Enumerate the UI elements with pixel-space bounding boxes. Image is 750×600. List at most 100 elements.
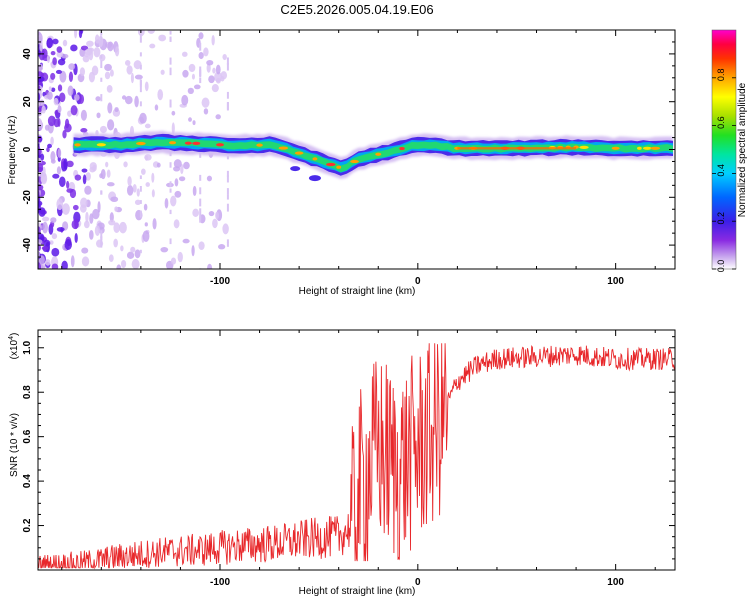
noise-speck [134,249,141,259]
noise-speck [109,212,114,223]
noise-speck [152,218,157,230]
ridge-hotspot [169,141,177,145]
noise-speck [220,71,228,80]
noise-speck [55,69,62,74]
noise-speck [38,85,41,90]
colorbar-tick-label: 0.8 [716,69,726,82]
noise-speck [126,251,135,259]
noise-streak [169,57,172,65]
snr-multiplier-close: ) [9,333,20,336]
noise-speck [192,208,200,218]
noise-speck [107,119,115,131]
noise-speck [143,203,148,211]
noise-speck [92,164,97,172]
noise-speck [50,72,56,80]
noise-speck [93,47,101,58]
ridge-hotspot [184,141,192,145]
ridge-hotspot [294,151,304,155]
noise-speck [50,51,56,56]
colorbar-label: Normalized spectral amplitude [737,82,748,217]
noise-speck [94,225,101,236]
noise-speck [215,114,221,120]
noise-speck [116,264,122,269]
noise-streak [139,38,142,43]
snr-x-ticks: -100 0 100 [61,330,656,588]
ridge-branch-blob [290,166,301,172]
noise-speck [47,91,53,100]
noise-speck [139,112,147,124]
noise-speck [57,58,66,66]
noise-speck [144,123,151,129]
noise-speck [134,74,143,80]
noise-speck [47,143,52,149]
noise-speck [38,32,43,45]
noise-speck [180,163,184,175]
y-tick-label: 0 [22,146,33,152]
x-tick-label: 100 [607,276,624,287]
noise-speck [68,71,74,82]
noise-speck [181,51,188,57]
noise-streak [199,42,202,51]
noise-streak [100,32,103,36]
noise-streak [100,242,103,248]
ridge-hotspot [399,146,405,151]
noise-speck [84,185,92,195]
noise-speck [191,245,195,257]
noise-speck [217,244,226,250]
noise-speck [41,245,49,251]
noise-speck [178,176,186,182]
noise-speck [67,85,74,96]
noise-streak [169,99,172,106]
noise-speck [62,130,67,139]
noise-speck [114,46,120,57]
noise-speck [79,67,86,77]
snr-y-ticks: 0.2 0.4 0.6 0.8 1.0 [22,336,675,560]
noise-streak [226,63,229,71]
colorbar-gradient [712,30,736,269]
ridge-hotspot [350,159,359,164]
noise-speck [104,71,111,80]
noise-speck [130,246,136,253]
noise-speck [106,84,113,93]
noise-speck [170,195,177,207]
ridge-hotspot [579,145,589,149]
noise-speck [56,198,64,211]
ridge-hotspot [256,143,263,147]
noise-speck [145,182,150,187]
noise-speck [74,218,78,229]
noise-speck [81,247,89,254]
noise-speck [192,185,197,197]
noise-speck [182,238,190,244]
noise-streak [226,194,229,200]
noise-speck [38,162,44,173]
noise-speck [215,77,221,84]
spectrogram-marks [38,30,674,269]
snr-panel: -100 0 100 0.2 0.4 0.6 0.8 1.0 Height of strai… [8,329,676,597]
noise-speck [113,222,120,234]
noise-streak [199,174,202,181]
noise-speck [108,219,116,226]
y-tick-label: -20 [22,190,33,205]
spectrogram-x-axis-label: Height of straight line (km) [299,286,416,297]
noise-speck [173,219,180,229]
noise-speck [211,84,219,93]
noise-speck [74,174,82,181]
noise-streak [226,101,229,110]
ridge-hotspot [375,152,382,156]
noise-speck [132,183,137,193]
noise-speck [198,241,205,251]
noise-speck [43,239,51,247]
noise-speck [89,229,94,240]
colorbar: 0.0 0.2 0.4 0.6 0.8 Normalized spectral ampl… [711,29,748,273]
x-tick-label: -100 [210,577,230,588]
ridge-hotspot [326,162,336,167]
noise-speck [57,148,62,158]
noise-streak [199,187,202,195]
noise-speck [134,199,141,206]
noise-speck [80,45,89,51]
noise-streak [100,60,103,69]
noise-speck [114,107,119,113]
colorbar-tick-label: 0.0 [716,260,726,273]
noise-speck [171,122,175,135]
noise-streak [226,188,229,195]
